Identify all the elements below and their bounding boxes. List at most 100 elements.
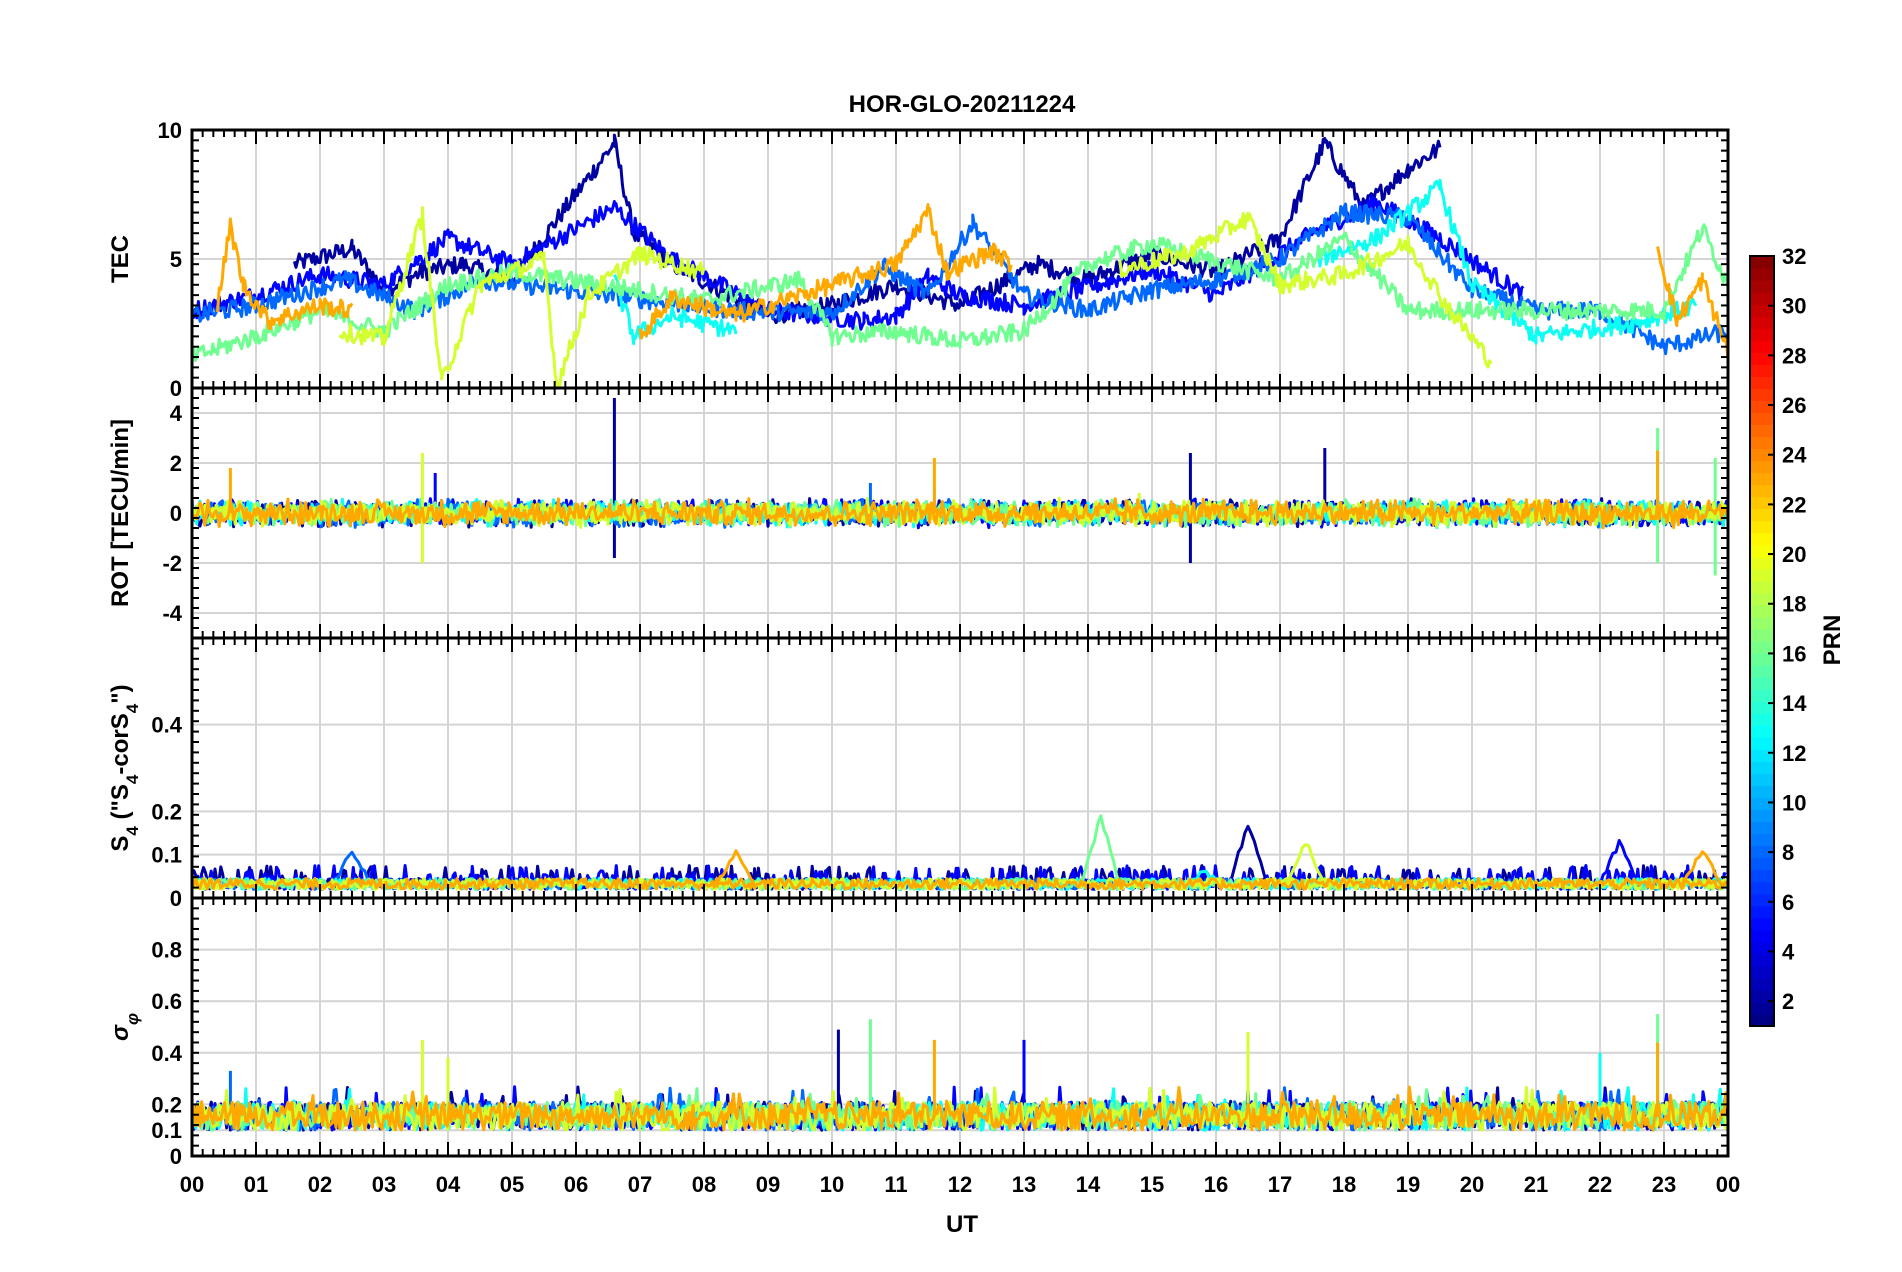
colorbar-segment [1750, 821, 1774, 835]
x-tick-label: 09 [756, 1172, 780, 1197]
x-tick-label: 05 [500, 1172, 524, 1197]
x-tick-label: 03 [372, 1172, 396, 1197]
colorbar-segment [1750, 965, 1774, 979]
colorbar-tick-label: 26 [1782, 393, 1806, 418]
colorbar-segment [1750, 761, 1774, 774]
colorbar-segment [1750, 677, 1774, 690]
x-tick-label: 20 [1460, 1172, 1484, 1197]
y-axis-label-sigma_phi: σφ [107, 1013, 142, 1041]
colorbar-segment [1750, 1013, 1774, 1027]
y-tick-label: 0.2 [151, 1092, 182, 1117]
y-tick-label: 5 [170, 247, 182, 272]
chart-title: HOR-GLO-20211224 [849, 91, 1076, 118]
colorbar-segment [1750, 857, 1774, 871]
colorbar-segment [1750, 604, 1774, 618]
colorbar-segment [1750, 256, 1774, 269]
colorbar-segment [1750, 280, 1774, 293]
colorbar-segment [1750, 496, 1774, 510]
colorbar-segment [1750, 388, 1774, 401]
s4-line-prn-5 [1598, 839, 1640, 888]
x-tick-labels: 00 01 02 03 04 05 06 07 08 09 10 11 12 13 14 15 16 17 18 19… [180, 1172, 1740, 1197]
y-tick-label: 0 [170, 376, 182, 401]
tec-line-prn-23 [216, 217, 354, 331]
tec-line-prn-23 [638, 203, 1013, 340]
colorbar-segment [1750, 641, 1774, 654]
colorbar-tick-label: 12 [1782, 741, 1806, 766]
x-tick-label: 23 [1652, 1172, 1676, 1197]
colorbar-tick-label: 24 [1782, 443, 1807, 468]
colorbar-frame [1749, 255, 1775, 1027]
colorbar-tick-label: 18 [1782, 592, 1806, 617]
colorbar-segment [1750, 508, 1774, 522]
colorbar-segment [1750, 268, 1774, 281]
panel-rot: -4 -2 0 2 4 ROT [TECU/min] [107, 386, 1730, 640]
colorbar-segment [1750, 989, 1774, 1003]
y-tick-label: 0 [170, 501, 182, 526]
colorbar-tick-label: 14 [1782, 691, 1807, 716]
x-tick-label: 15 [1140, 1172, 1164, 1197]
y-tick-label: 2 [170, 451, 182, 476]
sigma_phi-line-prn-23 [191, 1085, 1728, 1132]
y-tick-label: -2 [162, 551, 182, 576]
colorbar-tick-label: 28 [1782, 343, 1806, 368]
colorbar-segment [1750, 749, 1774, 762]
colorbar-segment [1750, 376, 1774, 389]
x-tick-label: 17 [1268, 1172, 1292, 1197]
x-tick-label: 22 [1588, 1172, 1612, 1197]
colorbar-segment [1750, 352, 1774, 365]
colorbar-segment [1750, 929, 1774, 943]
y-tick-label: 0.1 [151, 1118, 182, 1143]
colorbar-segment [1750, 917, 1774, 931]
tec-line-prn-8 [190, 202, 1729, 356]
s4-line-prn-23 [1681, 850, 1723, 888]
colorbar-segment [1750, 316, 1774, 329]
y-axis-label-tec: TEC [107, 235, 134, 283]
colorbar-segment [1750, 544, 1774, 558]
colorbar-segment [1750, 941, 1774, 955]
colorbar-tick-label: 22 [1782, 492, 1806, 517]
colorbar-segment [1750, 845, 1774, 859]
colorbar-segment [1750, 580, 1774, 594]
x-tick-label: 18 [1332, 1172, 1356, 1197]
s4-line-prn-23 [715, 849, 757, 889]
s4-line-prn-2 [1227, 824, 1269, 887]
x-tick-label: 13 [1012, 1172, 1036, 1197]
colorbar-segment [1750, 628, 1774, 642]
y-tick-label: 10 [158, 118, 182, 143]
y-axis-label-rot: ROT [TECU/min] [107, 419, 134, 607]
y-axis-label-s4: S4 ("S4-corS4") [107, 684, 142, 851]
tec-line-prn-13 [613, 274, 738, 346]
tec-line-prn-23 [1656, 246, 1730, 359]
x-tick-label: 11 [884, 1172, 907, 1197]
colorbar-tick-label: 4 [1782, 939, 1795, 964]
colorbar-segment [1750, 833, 1774, 847]
y-tick-label: 0.2 [151, 799, 182, 824]
colorbar-segment [1750, 665, 1774, 678]
x-tick-label: 07 [628, 1172, 652, 1197]
colorbar-segment [1750, 701, 1774, 714]
colorbar-segment [1750, 713, 1774, 726]
x-tick-label: 12 [948, 1172, 972, 1197]
colorbar-segment [1750, 448, 1774, 462]
colorbar-segment [1750, 869, 1774, 883]
colorbar-tick-label: 10 [1782, 790, 1806, 815]
colorbar-segment [1750, 568, 1774, 582]
colorbar-segment [1750, 689, 1774, 702]
colorbar-segment [1750, 340, 1774, 353]
colorbar-segment [1750, 616, 1774, 630]
panel-tec: 0 5 10 TEC [107, 118, 1730, 401]
y-tick-label: 0.1 [151, 843, 182, 868]
colorbar-segment [1750, 785, 1774, 799]
s4-line-prn-19 [1285, 843, 1327, 888]
x-tick-label: 00 [180, 1172, 204, 1197]
colorbar-segment [1750, 304, 1774, 317]
colorbar-tick-label: 30 [1782, 294, 1806, 319]
colorbar-segment [1750, 412, 1774, 426]
colorbar-segment [1750, 953, 1774, 967]
colorbar-segment [1750, 977, 1774, 991]
colorbar-tick-label: 2 [1782, 989, 1794, 1014]
y-tick-label: 0.6 [151, 989, 182, 1014]
y-tick-label: 0 [170, 886, 182, 911]
panel-s4: 0 0.1 0.2 0.4 S4 ("S4-corS4") [107, 636, 1730, 911]
